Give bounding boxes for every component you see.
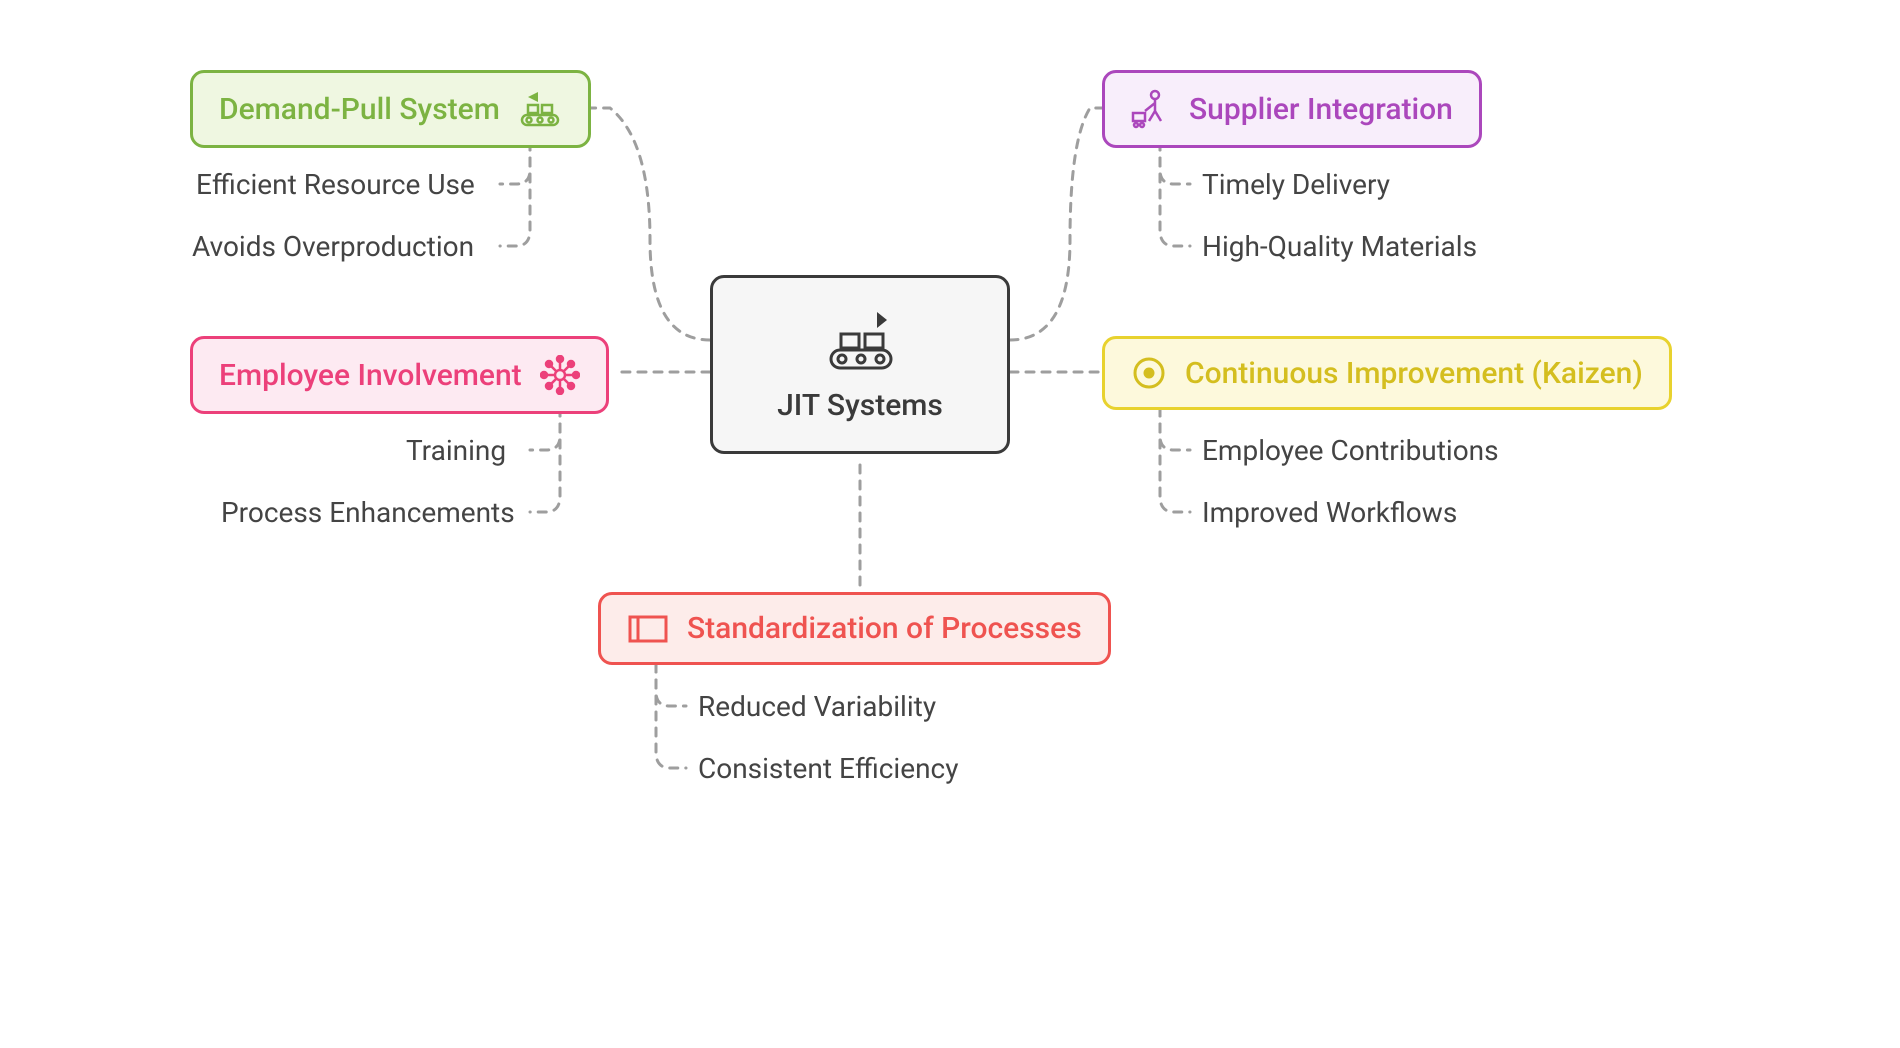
- sub-employee-contributions: Employee Contributions: [1202, 434, 1499, 467]
- kaizen-label: Continuous Improvement (Kaizen): [1185, 356, 1643, 391]
- node-kaizen: Continuous Improvement (Kaizen): [1102, 336, 1672, 410]
- sub-process-enhancements: Process Enhancements: [221, 496, 515, 529]
- center-label: JIT Systems: [777, 388, 943, 423]
- center-node-jit: JIT Systems: [710, 275, 1010, 454]
- sub-training: Training: [406, 434, 506, 467]
- standardization-label: Standardization of Processes: [687, 611, 1082, 646]
- supplier-label: Supplier Integration: [1189, 92, 1453, 127]
- target-icon: [1131, 355, 1167, 391]
- sub-reduced-variability: Reduced Variability: [698, 690, 936, 723]
- conveyor-left-icon: [518, 89, 562, 129]
- person-cart-icon: [1131, 89, 1171, 129]
- demand-pull-label: Demand-Pull System: [219, 92, 500, 127]
- conveyor-right-icon: [815, 306, 905, 376]
- sub-consistent-efficiency: Consistent Efficiency: [698, 752, 958, 785]
- node-demand-pull: Demand-Pull System: [190, 70, 591, 148]
- jit-mindmap: JIT Systems Demand-Pull System Efficient…: [190, 40, 1710, 1008]
- rect-icon: [627, 614, 669, 644]
- employee-label: Employee Involvement: [219, 358, 522, 393]
- sub-efficient-resource: Efficient Resource Use: [196, 168, 475, 201]
- node-employee-involvement: Employee Involvement: [190, 336, 609, 414]
- node-supplier-integration: Supplier Integration: [1102, 70, 1482, 148]
- sub-improved-workflows: Improved Workflows: [1202, 496, 1457, 529]
- sub-high-quality: High-Quality Materials: [1202, 230, 1477, 263]
- sub-avoids-overproduction: Avoids Overproduction: [192, 230, 474, 263]
- hub-icon: [540, 355, 580, 395]
- sub-timely-delivery: Timely Delivery: [1202, 168, 1390, 201]
- node-standardization: Standardization of Processes: [598, 592, 1111, 665]
